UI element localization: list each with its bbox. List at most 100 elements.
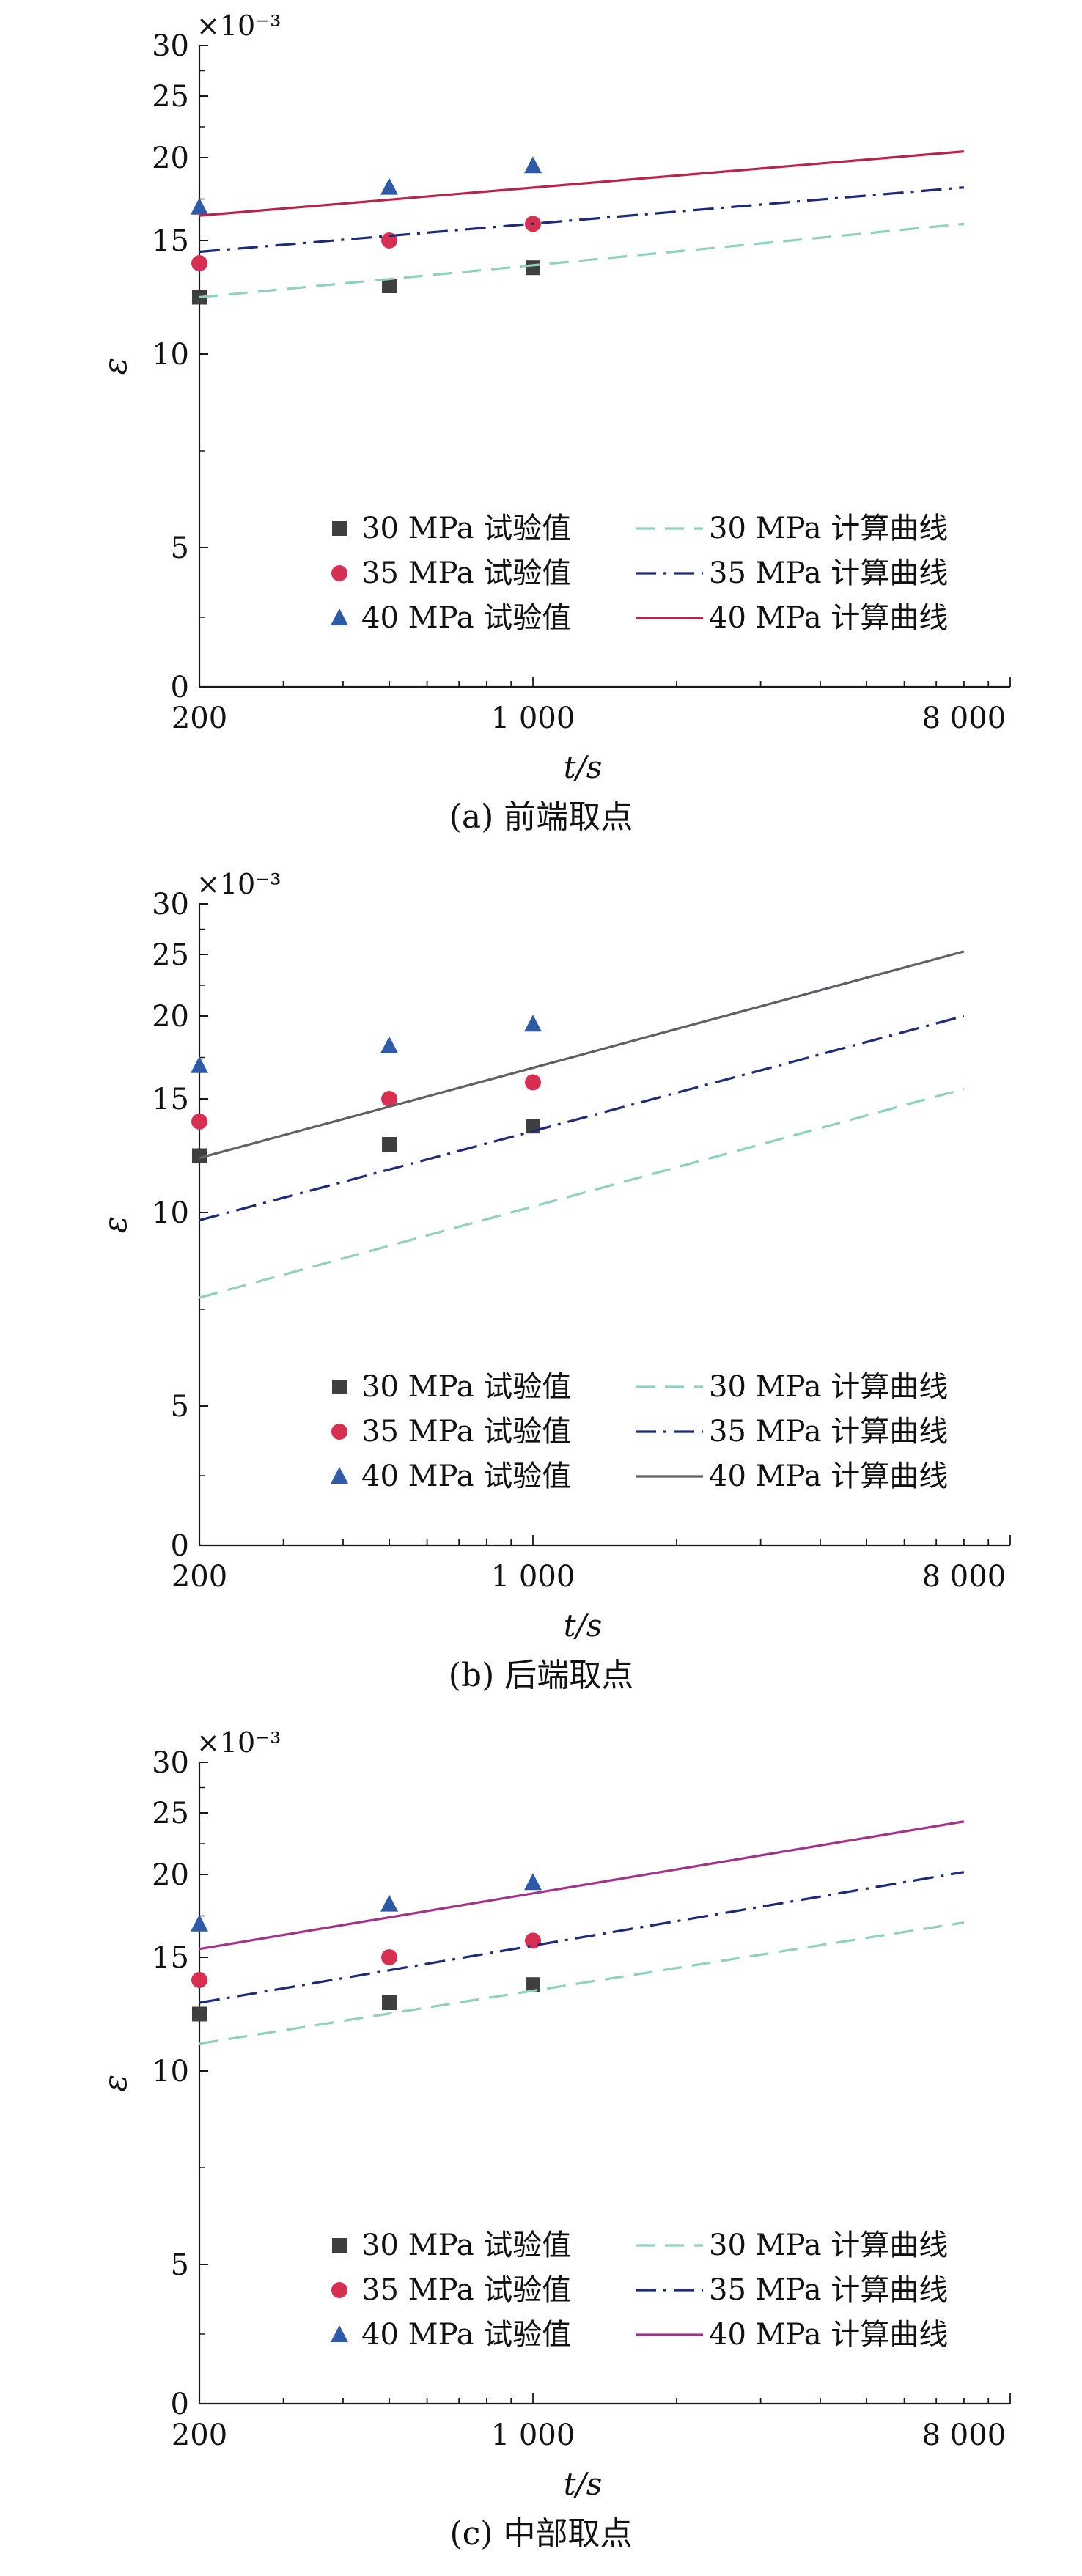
y-tick-label-a: 25: [152, 80, 189, 114]
x-axis-title-a: t/s: [564, 749, 603, 785]
x-tick-label-b: 8 000: [922, 1560, 1006, 1594]
point-c-0: [526, 1977, 541, 1992]
legend-label-c: 30 MPa 试验值: [361, 2229, 571, 2262]
y-tick-label-b: 10: [152, 1196, 189, 1230]
legend-marker-b: [331, 1467, 348, 1484]
y-tick-label-a: 15: [152, 224, 189, 258]
point-c-0: [382, 1995, 397, 2010]
y-multiplier-a: ×10⁻³: [196, 10, 281, 42]
legend-label-b: 30 MPa 计算曲线: [709, 1370, 948, 1404]
plot-c: 0 5 10 15 20 25 30 200 1 000 8 000 t/s ε ×10⁻³ 30 MPa…: [97, 1726, 1011, 2502]
y-tick-label-c: 20: [152, 1858, 189, 1892]
legend-label-b: 40 MPa 试验值: [361, 1460, 571, 1493]
series-line-b-5: [199, 950, 965, 1160]
series-line-c-4: [199, 1871, 965, 2004]
legend-marker-c: [331, 2282, 347, 2298]
y-multiplier-c: ×10⁻³: [196, 1726, 281, 1759]
point-b-2: [524, 1015, 542, 1032]
plot-b: 0 5 10 15 20 25 30 200 1 000 8 000 t/s ε ×10⁻³ 30 MPa…: [97, 868, 1011, 1644]
legend-marker-a: [331, 565, 347, 581]
point-a-2: [524, 156, 542, 174]
legend-marker-b: [331, 1424, 347, 1440]
legend-label-a: 35 MPa 试验值: [361, 556, 571, 590]
y-tick-label-b: 15: [152, 1083, 189, 1116]
chart-svg-b: 0 5 10 15 20 25 30 200 1 000 8 000 t/s ε ×10⁻³ 30 MPa…: [97, 868, 1011, 1644]
point-b-0: [192, 1148, 207, 1163]
series-line-b-3: [199, 1087, 965, 1299]
chart-panel-b: 0 5 10 15 20 25 30 200 1 000 8 000 t/s ε ×10⁻³ 30 MPa…: [0, 858, 1082, 1717]
point-c-0: [192, 2006, 207, 2022]
legend-label-b: 40 MPa 计算曲线: [709, 1460, 948, 1493]
x-tick-label-a: 200: [172, 702, 227, 735]
point-a-2: [380, 177, 399, 195]
y-axis-title-a: ε: [97, 358, 134, 375]
y-axis-title-c: ε: [97, 2075, 134, 2092]
legend-marker-c: [331, 2325, 348, 2342]
legend-b: 30 MPa 试验值 35 MPa 试验值 40 MPa 试验值 30 MPa 计算曲…: [331, 1370, 948, 1493]
legend-label-a: 40 MPa 试验值: [361, 601, 571, 635]
series-line-b-4: [199, 1015, 965, 1222]
point-b-2: [380, 1036, 399, 1053]
point-c-1: [525, 1932, 542, 1949]
legend-marker-a: [331, 608, 348, 625]
point-c-2: [524, 1873, 542, 1891]
chart-svg-c: 0 5 10 15 20 25 30 200 1 000 8 000 t/s ε ×10⁻³ 30 MPa…: [97, 1726, 1011, 2502]
chart-panel-c: 0 5 10 15 20 25 30 200 1 000 8 000 t/s ε ×10⁻³ 30 MPa…: [0, 1717, 1082, 2575]
caption-a: (a) 前端取点: [449, 798, 633, 836]
series-line-a-4: [199, 186, 965, 254]
point-a-2: [191, 197, 208, 215]
legend-label-c: 35 MPa 试验值: [361, 2273, 571, 2307]
y-tick-label-a: 5: [171, 531, 189, 565]
legend-label-a: 40 MPa 计算曲线: [709, 601, 948, 635]
y-tick-label-b: 30: [152, 888, 189, 921]
y-tick-label-c: 25: [152, 1797, 189, 1830]
legend-label-c: 35 MPa 计算曲线: [709, 2273, 948, 2307]
x-tick-label-c: 8 000: [922, 2418, 1006, 2452]
legend-label-b: 35 MPa 计算曲线: [709, 1415, 948, 1449]
point-b-0: [382, 1137, 397, 1152]
plot-a: 0 5 10 15 20 25 30 200 1 000 8 000 t/s ε ×10⁻³ 30 MPa…: [97, 10, 1011, 785]
y-tick-label-a: 0: [171, 671, 189, 704]
y-multiplier-b: ×10⁻³: [196, 868, 281, 900]
legend-label-a: 30 MPa 试验值: [361, 512, 571, 545]
legend-label-a: 35 MPa 计算曲线: [709, 556, 948, 590]
y-tick-label-c: 15: [152, 1941, 189, 1975]
legend-label-a: 30 MPa 计算曲线: [709, 512, 948, 545]
y-tick-label-a: 30: [152, 29, 189, 63]
legend-a: 30 MPa 试验值 35 MPa 试验值 40 MPa 试验值 30 MPa 计算曲…: [331, 512, 948, 635]
x-tick-label-a: 8 000: [922, 702, 1006, 735]
legend-c: 30 MPa 试验值 35 MPa 试验值 40 MPa 试验值 30 MPa 计算曲…: [331, 2229, 948, 2352]
y-tick-label-c: 0: [171, 2388, 189, 2421]
y-tick-label-a: 20: [152, 141, 189, 175]
legend-marker-b: [332, 1380, 347, 1394]
x-tick-label-c: 200: [172, 2418, 227, 2452]
caption-b: (b) 后端取点: [448, 1657, 634, 1694]
point-a-1: [191, 255, 207, 271]
y-tick-label-c: 30: [152, 1746, 189, 1780]
series-line-a-3: [199, 222, 965, 299]
legend-label-c: 30 MPa 计算曲线: [709, 2229, 948, 2262]
x-axis-title-b: t/s: [564, 1608, 603, 1644]
point-c-2: [380, 1894, 399, 1912]
chart-panel-a: 0 5 10 15 20 25 30 200 1 000 8 000 t/s ε ×10⁻³ 30 MPa…: [0, 0, 1082, 858]
y-tick-label-a: 10: [152, 338, 189, 372]
x-axis-title-c: t/s: [564, 2466, 603, 2502]
point-a-0: [526, 260, 541, 276]
chart-svg-a: 0 5 10 15 20 25 30 200 1 000 8 000 t/s ε ×10⁻³ 30 MPa…: [97, 10, 1011, 785]
point-b-2: [191, 1056, 208, 1073]
point-a-0: [382, 279, 397, 293]
y-tick-label-b: 5: [171, 1390, 189, 1424]
series-line-c-5: [199, 1820, 965, 1951]
y-tick-label-b: 25: [152, 938, 189, 972]
x-tick-label-c: 1 000: [491, 2418, 575, 2452]
point-b-1: [525, 1074, 542, 1091]
y-tick-label-b: 20: [152, 1000, 189, 1034]
point-c-1: [381, 1949, 398, 1965]
point-b-1: [381, 1091, 398, 1107]
point-c-2: [191, 1914, 208, 1932]
x-tick-label-a: 1 000: [491, 702, 575, 735]
series-line-a-5: [199, 150, 965, 217]
point-b-1: [191, 1114, 207, 1130]
legend-label-c: 40 MPa 试验值: [361, 2318, 571, 2352]
point-c-1: [191, 1972, 207, 1988]
